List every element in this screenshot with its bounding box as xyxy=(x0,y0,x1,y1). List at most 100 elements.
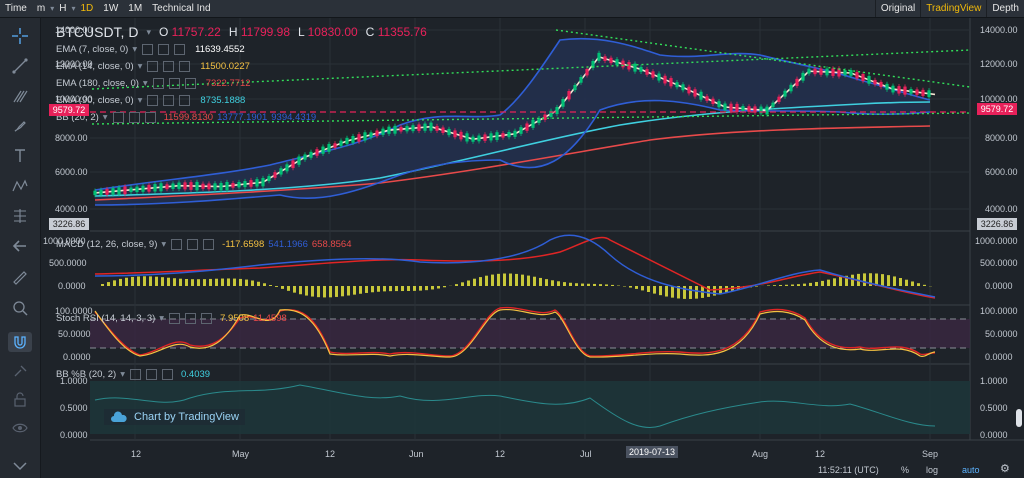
pattern-icon[interactable] xyxy=(8,176,32,196)
macd-bar xyxy=(587,283,590,286)
candle-body xyxy=(801,72,805,81)
legend-ema7[interactable]: EMA (7, close, 0) ▾ 11639.4552 xyxy=(56,44,245,55)
candle-body xyxy=(525,123,529,131)
pitchfork-icon[interactable] xyxy=(8,86,32,106)
chevron-down-icon[interactable]: ▾ xyxy=(146,26,151,37)
percent-scale-toggle[interactable]: % xyxy=(901,465,910,475)
left-price-label: 6000.00 xyxy=(55,167,88,177)
candle-body xyxy=(807,68,811,74)
measure-icon[interactable] xyxy=(8,206,32,226)
legend-macd[interactable]: MACD (12, 26, close, 9) ▾ -117.6598 541.1… xyxy=(56,239,352,250)
macd-bar xyxy=(791,284,794,286)
scroll-handle[interactable] xyxy=(1016,409,1022,427)
candle-body xyxy=(723,103,727,111)
macd-bar xyxy=(455,284,458,286)
close-icon xyxy=(144,112,156,123)
candle-body xyxy=(411,125,415,132)
gear-icon xyxy=(128,112,140,123)
chevron-down-icon[interactable]: ▾ xyxy=(50,4,55,13)
zoom-icon[interactable] xyxy=(8,298,32,318)
macd-bar xyxy=(563,282,566,286)
candle-body xyxy=(651,71,655,78)
eye-icon[interactable] xyxy=(8,418,32,438)
bollinger-band-fill xyxy=(95,38,930,205)
macd-bar xyxy=(605,284,608,286)
macd-bar xyxy=(473,278,476,286)
right-bbpct-label: 1.0000 xyxy=(980,376,1008,386)
eye-icon xyxy=(147,95,159,106)
macd-bar xyxy=(677,286,680,299)
candle-body xyxy=(543,114,547,120)
toolbar-technical-ind[interactable]: Technical Ind xyxy=(152,3,211,14)
lock-icon[interactable] xyxy=(8,390,32,410)
auto-scale-toggle[interactable]: auto xyxy=(962,465,980,475)
macd-bar xyxy=(827,279,830,286)
candle-body xyxy=(177,182,181,189)
candle-body xyxy=(759,106,763,114)
candle-body xyxy=(297,156,301,165)
lock-drawing-icon[interactable] xyxy=(8,362,32,382)
macd-bar xyxy=(593,283,596,286)
back-arrow-icon[interactable] xyxy=(8,236,32,256)
symbol-name[interactable]: BTCUSDT, D xyxy=(56,24,139,40)
view-original[interactable]: Original xyxy=(874,0,920,17)
macd-bar xyxy=(833,278,836,286)
price-chart[interactable] xyxy=(41,18,1024,478)
toolbar-minute[interactable]: m xyxy=(36,3,46,14)
tradingview-watermark[interactable]: Chart by TradingView xyxy=(104,409,245,425)
macd-bar xyxy=(419,286,422,291)
ema180-line xyxy=(94,125,931,201)
candle-body xyxy=(897,86,901,94)
right-stoch-label: 0.0000 xyxy=(985,352,1013,362)
gear-icon[interactable]: ⚙ xyxy=(1000,463,1010,475)
view-depth[interactable]: Depth xyxy=(986,0,1024,17)
log-scale-toggle[interactable]: log xyxy=(926,465,939,475)
candle-body xyxy=(555,107,559,115)
ruler-icon[interactable] xyxy=(8,268,32,288)
chevron-down-icon[interactable]: ▾ xyxy=(71,4,76,13)
text-icon[interactable] xyxy=(8,146,32,166)
gear-icon xyxy=(158,44,170,55)
legend-bbpct[interactable]: BB %B (20, 2) ▾ 0.4039 xyxy=(56,369,211,380)
macd-bar xyxy=(491,274,494,286)
macd-bar xyxy=(527,275,530,286)
toolbar-1d[interactable]: 1D xyxy=(80,3,94,14)
macd-bar xyxy=(101,283,104,286)
candle-body xyxy=(621,60,625,68)
symbol-header: BTCUSDT, D ▾ O 11757.22 H 11799.98 L 108… xyxy=(56,24,427,40)
candle-body xyxy=(645,69,649,75)
legend-ema180[interactable]: EMA (180, close, 0) ▾ 7322.7712 xyxy=(56,78,251,89)
macd-signal-line xyxy=(94,236,936,299)
macd-bar xyxy=(683,286,686,299)
toolbar-hour[interactable]: H xyxy=(59,3,67,14)
left-macd-label: 0.0000 xyxy=(58,281,86,291)
gear-icon xyxy=(187,239,199,250)
left-price-label: 14000.00 xyxy=(55,25,93,35)
candle-body xyxy=(789,84,793,92)
view-tradingview[interactable]: TradingView xyxy=(920,0,986,17)
collapse-chevron-icon[interactable] xyxy=(8,456,32,476)
toolbar-time[interactable]: Time xyxy=(5,3,27,14)
candle-body xyxy=(183,182,187,190)
low-price-tag-left: 3226.86 xyxy=(49,218,89,230)
trendline-icon[interactable] xyxy=(8,56,32,76)
brush-icon[interactable] xyxy=(8,116,32,136)
crosshair-icon[interactable] xyxy=(8,26,32,46)
legend-bb[interactable]: BB (20, 2) ▾ 11599.8130 13777.1901 9394.4… xyxy=(56,112,317,123)
candle-body xyxy=(261,178,265,187)
candle-body xyxy=(285,164,289,172)
candle-body xyxy=(663,75,667,84)
macd-bar xyxy=(395,286,398,292)
toolbar-1w[interactable]: 1W xyxy=(103,3,119,14)
eye-icon xyxy=(147,61,159,72)
toolbar-1m[interactable]: 1M xyxy=(128,3,143,14)
legend-ema14[interactable]: EMA (14, close, 0) ▾ 11500.0227 xyxy=(56,61,250,72)
right-price-label: 4000.00 xyxy=(985,204,1018,214)
magnet-icon[interactable] xyxy=(8,332,32,352)
legend-ema90[interactable]: EMA (90, close, 0) ▾ 8735.1888 xyxy=(56,95,246,106)
macd-bar xyxy=(815,281,818,286)
legend-stoch[interactable]: Stoch RSI (14, 14, 3, 3) ▾ 7.9508 11.4598 xyxy=(56,313,287,324)
gear-icon xyxy=(163,61,175,72)
candle-body xyxy=(327,143,331,152)
candle-body xyxy=(459,131,463,140)
